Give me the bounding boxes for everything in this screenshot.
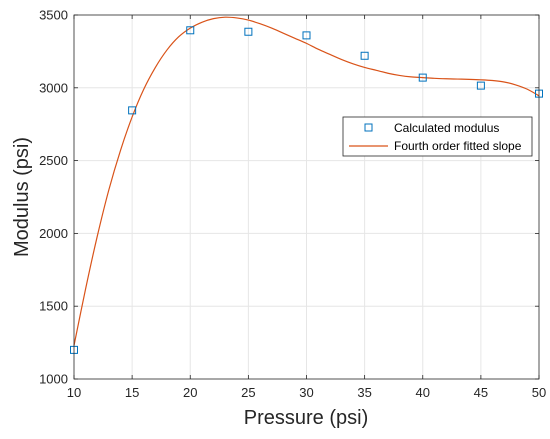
- y-tick-label: 1000: [39, 372, 68, 387]
- fit-line-fourth-order: [73, 16, 540, 346]
- legend-box: [342, 116, 533, 157]
- y-tick-label: 3000: [39, 80, 68, 95]
- legend-label-calculated-modulus: Calculated modulus: [394, 121, 499, 135]
- y-tick-label: 2500: [39, 153, 68, 168]
- data-point-calculated-modulus: [418, 73, 427, 82]
- x-tick-label: 35: [357, 385, 371, 400]
- x-tick-label: 30: [299, 385, 313, 400]
- y-tick-label: 3500: [39, 8, 68, 23]
- data-point-calculated-modulus: [302, 31, 311, 40]
- legend-marker-calculated-modulus: [364, 123, 373, 132]
- axis-ticks: 10 15 20 25 30 35 40 45 50 1000 1500 2000 2500 3000 35…: [39, 8, 546, 401]
- x-tick-label: 20: [183, 385, 197, 400]
- x-tick-label: 25: [241, 385, 255, 400]
- x-tick-label: 40: [416, 385, 430, 400]
- x-tick-label: 50: [532, 385, 546, 400]
- data-point-calculated-modulus: [244, 27, 253, 36]
- data-point-calculated-modulus: [476, 81, 485, 90]
- marker-layer: [70, 26, 543, 354]
- x-tick-label: 45: [474, 385, 488, 400]
- fit-line-layer: [73, 16, 540, 346]
- x-tick-label: 15: [125, 385, 139, 400]
- data-point-calculated-modulus: [186, 26, 195, 35]
- grid-lines: [74, 15, 539, 379]
- x-axis-label: Pressure (psi): [244, 407, 368, 429]
- data-point-calculated-modulus: [128, 106, 137, 115]
- legend: Calculated modulus Fourth order fitted s…: [342, 116, 533, 157]
- y-axis-label: Modulus (psi): [11, 137, 33, 257]
- x-tick-label: 10: [67, 385, 81, 400]
- legend-label-fourth-order-fit: Fourth order fitted slope: [394, 139, 522, 153]
- y-tick-label: 2000: [39, 226, 68, 241]
- data-point-calculated-modulus: [360, 51, 369, 60]
- y-tick-label: 1500: [39, 299, 68, 314]
